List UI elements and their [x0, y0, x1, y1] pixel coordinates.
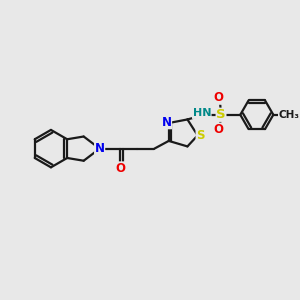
Text: N: N — [94, 142, 105, 155]
Text: S: S — [216, 108, 226, 121]
Text: O: O — [214, 91, 224, 104]
Text: O: O — [116, 162, 126, 175]
Text: HN: HN — [193, 108, 211, 118]
Text: CH₃: CH₃ — [279, 110, 300, 120]
Text: O: O — [214, 123, 224, 136]
Text: S: S — [196, 129, 205, 142]
Text: N: N — [161, 116, 172, 129]
